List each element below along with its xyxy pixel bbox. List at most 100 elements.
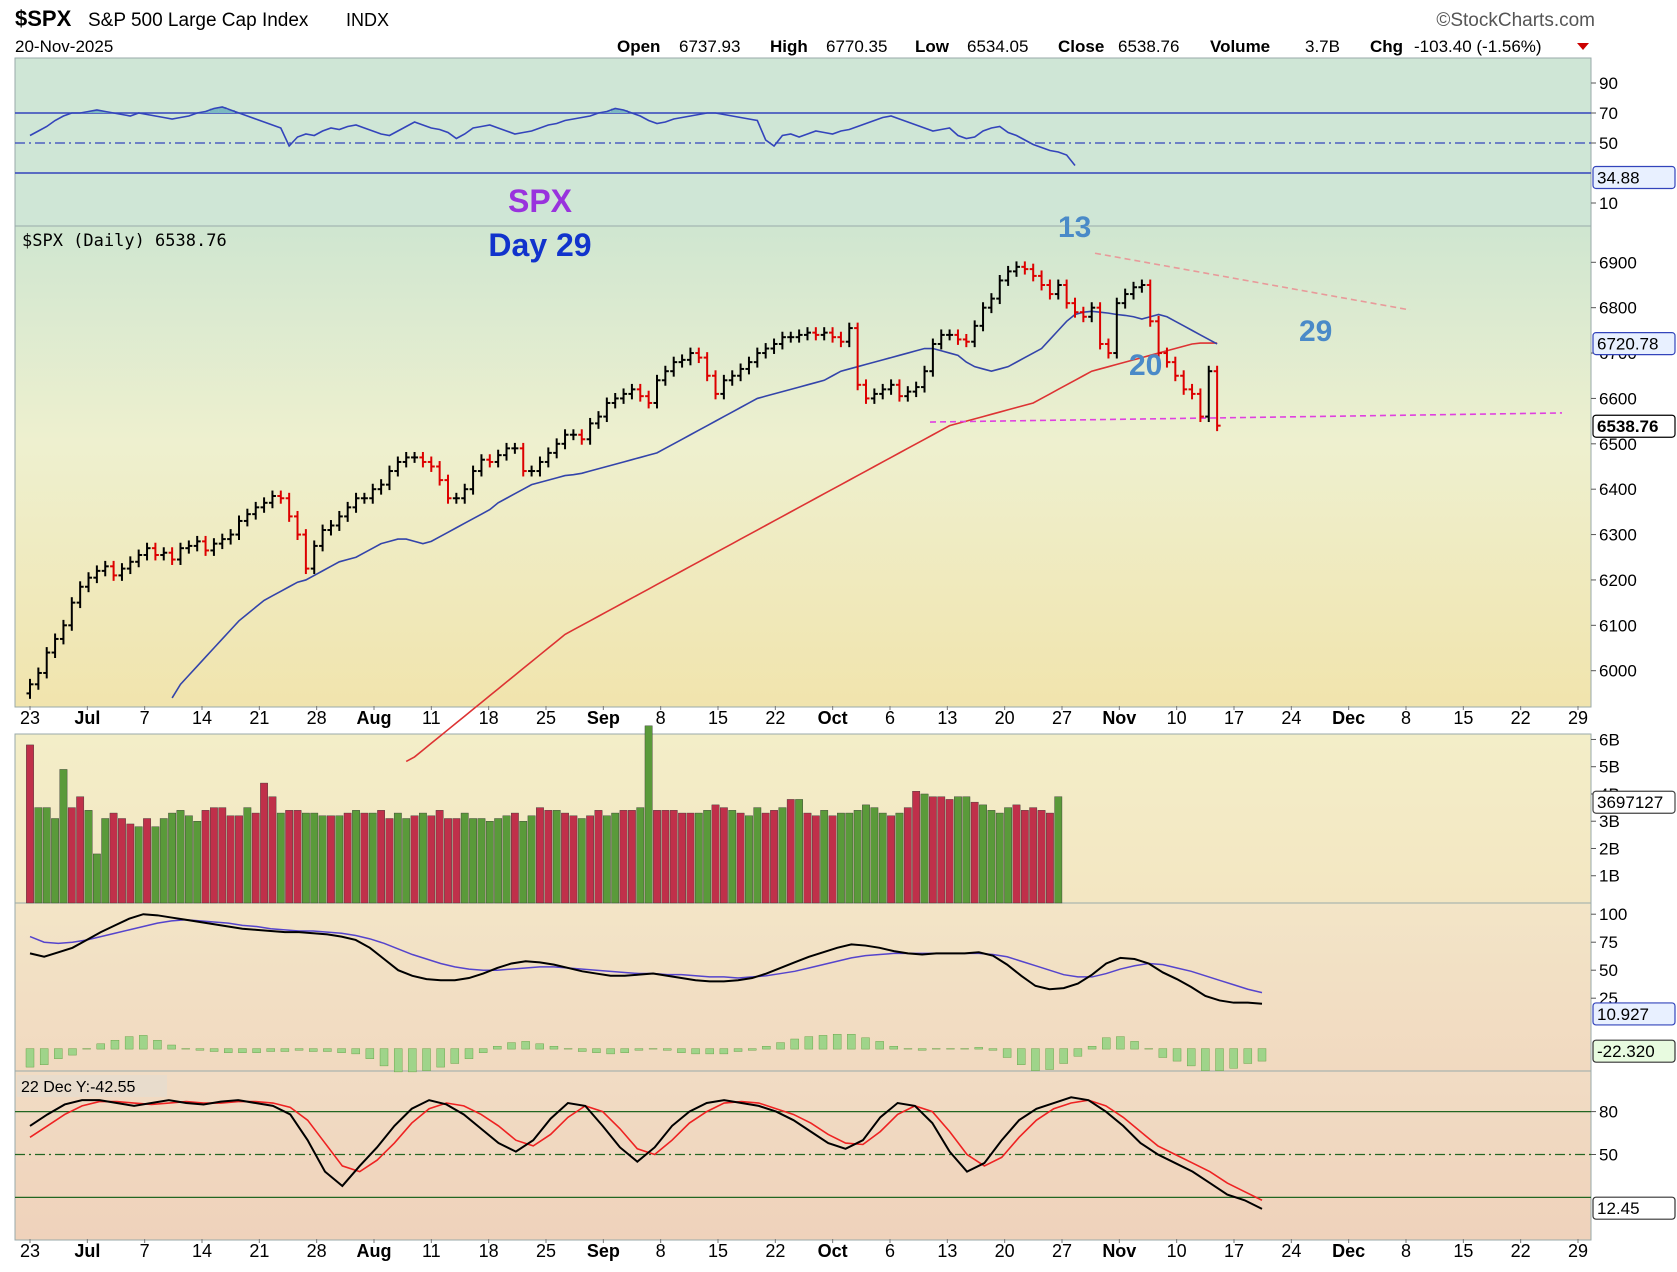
price-panel bbox=[14, 225, 1592, 708]
momentum-tick-label: 100 bbox=[1599, 905, 1627, 924]
price-bar bbox=[544, 447, 552, 468]
price-bar bbox=[971, 320, 979, 348]
momentum-histogram-bar bbox=[323, 1048, 332, 1052]
volume-value-tag-box bbox=[1592, 790, 1676, 814]
volume-bar bbox=[887, 815, 895, 904]
price-bar bbox=[477, 454, 485, 477]
rsi-value-tag: 34.88 bbox=[1592, 165, 1676, 190]
volume-tick-label: 2B bbox=[1599, 839, 1620, 858]
x-axis-label: 17 bbox=[1224, 1241, 1244, 1261]
price-bar bbox=[402, 451, 410, 468]
price-bar bbox=[645, 390, 653, 409]
x-axis-label: 23 bbox=[20, 1241, 40, 1261]
momentum-histogram-bar bbox=[592, 1048, 601, 1053]
volume-bar bbox=[335, 815, 344, 904]
resistance-trendline bbox=[1094, 252, 1411, 311]
volume-bar bbox=[260, 782, 268, 904]
price-bar bbox=[770, 338, 778, 354]
volume-bar bbox=[636, 807, 645, 904]
price-bar bbox=[1038, 270, 1046, 291]
price-bar bbox=[854, 322, 862, 391]
volume-bar bbox=[276, 812, 285, 904]
volume-bar bbox=[745, 815, 753, 904]
ma-value-tag: 6720.78 bbox=[1592, 332, 1676, 356]
momentum-histogram-bar bbox=[25, 1048, 35, 1068]
momentum-histogram-bar bbox=[748, 1048, 757, 1051]
x-axis-label: 14 bbox=[192, 708, 212, 728]
momentum-histogram-bar bbox=[422, 1048, 431, 1071]
volume-bar bbox=[251, 812, 260, 904]
price-bar bbox=[837, 331, 845, 348]
open-value: 6737.93 bbox=[679, 37, 740, 56]
price-bar bbox=[712, 370, 720, 400]
price-tick-label: 6400 bbox=[1599, 480, 1637, 499]
volume-bar bbox=[318, 815, 327, 904]
osc-label-box bbox=[17, 1075, 167, 1097]
volume-bar bbox=[360, 812, 369, 904]
momentum-histogram-bar bbox=[563, 1048, 573, 1050]
volume-bar bbox=[1046, 812, 1054, 904]
price-bar bbox=[327, 520, 335, 536]
momentum-histogram-bar bbox=[535, 1043, 544, 1050]
volume-bar bbox=[870, 807, 879, 904]
price-bar bbox=[277, 490, 285, 504]
x-axis-label: Oct bbox=[818, 708, 848, 728]
momentum-histogram-bar bbox=[54, 1048, 63, 1059]
exchange: INDX bbox=[346, 10, 389, 30]
momentum-value-tag: 10.927 bbox=[1592, 1002, 1676, 1026]
price-bar bbox=[845, 322, 853, 348]
volume-tick-label: 6B bbox=[1599, 730, 1620, 749]
volume-bar bbox=[193, 821, 202, 904]
volume-bar bbox=[343, 812, 352, 904]
x-axis-label: 25 bbox=[536, 1241, 556, 1261]
price-bar bbox=[335, 510, 343, 531]
momentum-histogram-bar bbox=[847, 1033, 856, 1050]
x-axis-label: 8 bbox=[1401, 708, 1411, 728]
volume-bar bbox=[519, 821, 528, 904]
price-bar bbox=[904, 386, 912, 402]
price-tick-label: 6200 bbox=[1599, 571, 1637, 590]
price-bar bbox=[695, 347, 703, 364]
x-axis-label: 18 bbox=[479, 708, 499, 728]
ma-value-tag-box bbox=[1592, 332, 1676, 356]
price-tick-label: 6000 bbox=[1599, 662, 1637, 681]
momentum-histogram-bar bbox=[648, 1048, 658, 1050]
price-bar bbox=[43, 647, 51, 679]
momentum-histogram-bar bbox=[762, 1045, 771, 1050]
volume-bar bbox=[903, 807, 912, 904]
price-bar bbox=[912, 381, 920, 398]
ma-long-line bbox=[405, 342, 1218, 763]
volume-bar bbox=[477, 818, 486, 904]
x-axis-label: 22 bbox=[765, 1241, 785, 1261]
price-tick-label: 6600 bbox=[1599, 389, 1637, 408]
x-axis-label: 15 bbox=[708, 708, 728, 728]
price-bar bbox=[176, 542, 184, 565]
volume-bar bbox=[669, 810, 678, 904]
momentum-histogram-bar bbox=[733, 1048, 743, 1052]
volume-bar bbox=[76, 796, 85, 904]
x-axis-label: Aug bbox=[357, 708, 392, 728]
momentum-histogram-bar bbox=[1102, 1037, 1111, 1050]
price-bar bbox=[51, 633, 59, 658]
volume-bar bbox=[686, 812, 695, 904]
momentum-histogram-bar bbox=[946, 1048, 955, 1050]
x-axis-label: Nov bbox=[1102, 708, 1136, 728]
momentum-histogram-bar bbox=[889, 1045, 899, 1050]
x-axis-label: 15 bbox=[708, 1241, 728, 1261]
price-bar bbox=[1171, 356, 1179, 382]
ma-short-line bbox=[171, 310, 1218, 699]
momentum-histogram-bar bbox=[1116, 1036, 1125, 1050]
x-axis-label: 24 bbox=[1281, 708, 1301, 728]
x-axis-label: 8 bbox=[1401, 1241, 1411, 1261]
price-bar bbox=[101, 560, 109, 577]
price-bar bbox=[929, 338, 937, 377]
momentum-value-tag-2-box bbox=[1592, 1039, 1676, 1063]
volume-bar bbox=[1037, 810, 1046, 904]
price-bar bbox=[151, 542, 159, 561]
momentum-histogram-bar bbox=[578, 1048, 587, 1052]
momentum-histogram-bar bbox=[309, 1048, 318, 1052]
price-bar bbox=[385, 465, 393, 491]
momentum-histogram-bar bbox=[1087, 1045, 1097, 1050]
momentum-histogram-bar bbox=[507, 1042, 516, 1050]
momentum-histogram-bar bbox=[337, 1048, 346, 1053]
